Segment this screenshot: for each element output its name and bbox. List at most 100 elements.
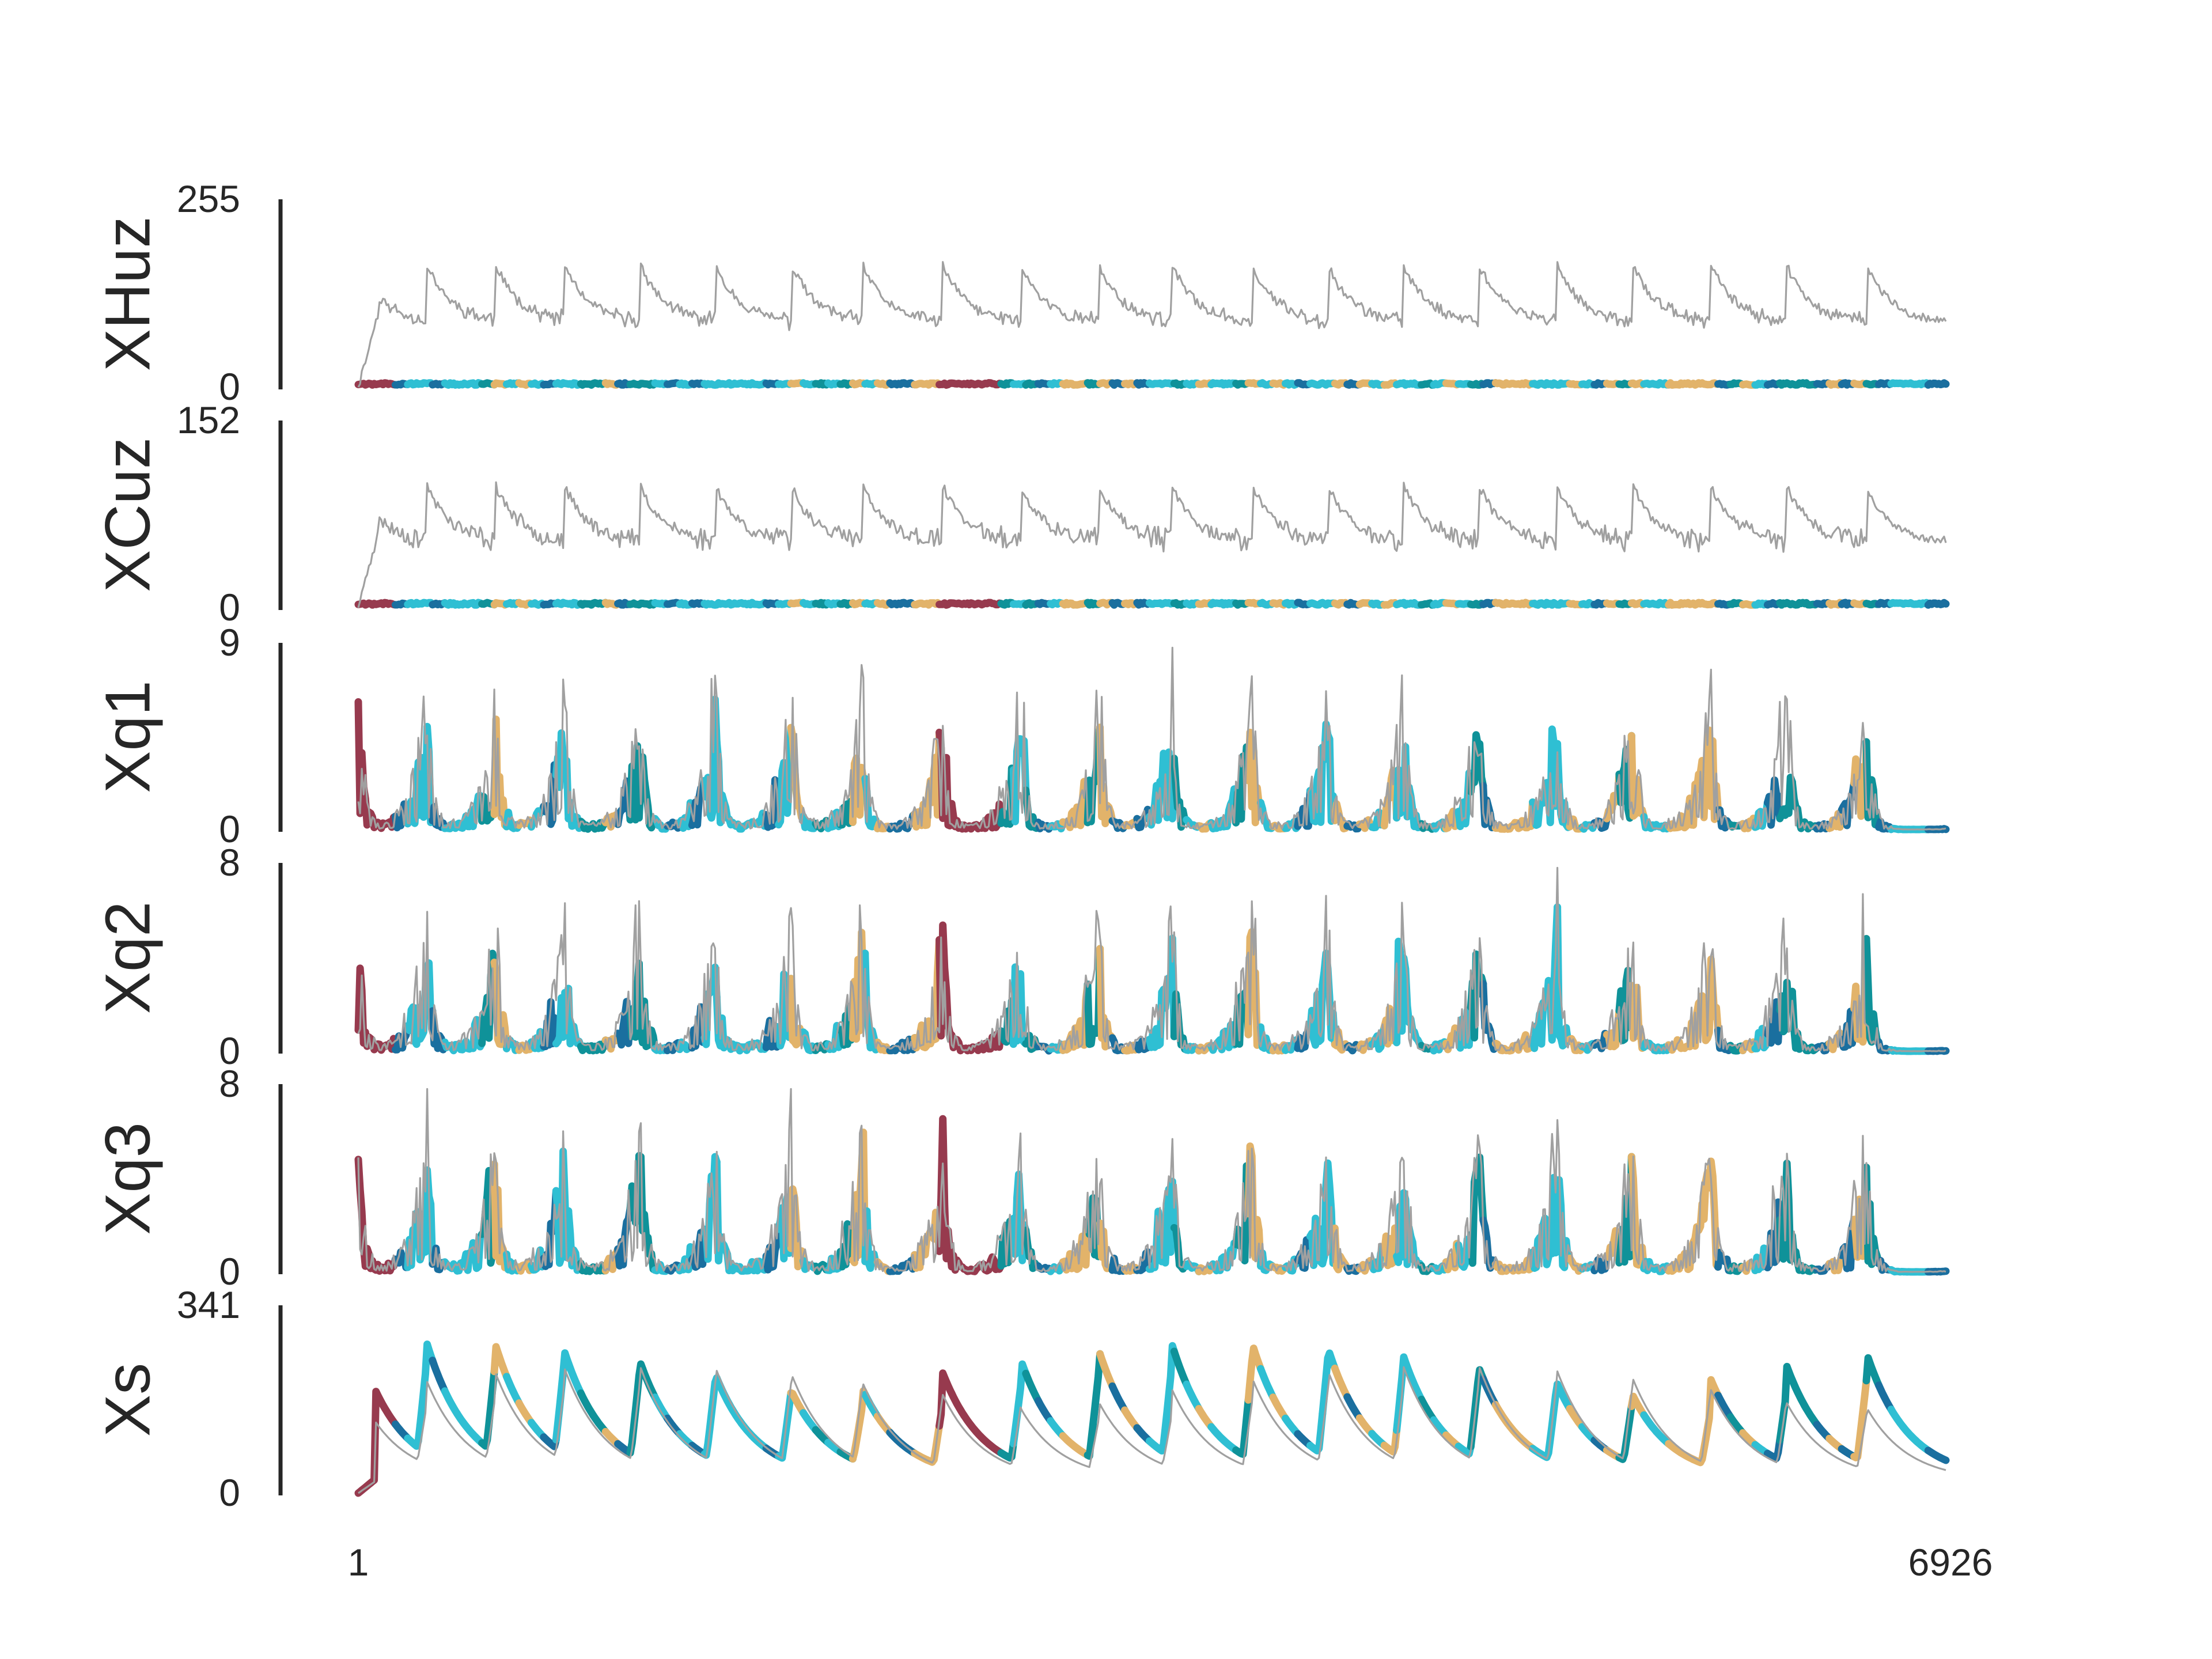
y-tick-label-min: 0 (219, 808, 240, 850)
state-trace-segment (1516, 798, 1537, 832)
observed-series-line (357, 261, 1947, 388)
state-trace-segment (1207, 1253, 1228, 1275)
state-trace-segment (861, 1391, 881, 1421)
state-trace-segment (1022, 1369, 1042, 1405)
state-trace-segment (1702, 1376, 1722, 1443)
x-tick-label-min: 1 (348, 1541, 369, 1584)
state-trace-segment (1763, 998, 1784, 1047)
state-trace-segment (948, 1389, 968, 1419)
state-trace-segment (416, 1340, 437, 1429)
state-trace-segment (478, 1368, 498, 1450)
state-trace-segment (367, 1388, 387, 1487)
state-trace-segment (1084, 1350, 1104, 1460)
state-trace-segment (1405, 1368, 1425, 1403)
state-trace-segment (972, 1039, 993, 1054)
state-trace-segment (787, 1389, 807, 1417)
state-trace-segment (1108, 1382, 1128, 1414)
state-trace-segment (1862, 1354, 1883, 1389)
state-trace-segment (836, 1220, 857, 1271)
state-trace-segment (713, 1158, 733, 1274)
state-trace-segment (1554, 1380, 1574, 1412)
state-trace-segment (1442, 1024, 1463, 1054)
state-trace-segment (354, 1156, 374, 1272)
panel-xq1: Xq1 9 0 (93, 621, 1950, 850)
observed-series-line (357, 1088, 1946, 1273)
state-trace-segment (1319, 1349, 1339, 1418)
state-trace-segment (1455, 1442, 1475, 1458)
state-trace-segment (1850, 1377, 1870, 1461)
state-trace-segment (540, 1433, 560, 1450)
panel-xhuz: XHuz 255 0 (93, 177, 1950, 408)
state-trace-segment (1232, 1396, 1252, 1458)
panel-label: XHuz (93, 217, 164, 372)
x-tick-label-max: 6926 (1908, 1541, 1993, 1584)
state-trace-segment (490, 1343, 510, 1381)
y-tick-label-min: 0 (219, 1471, 240, 1514)
state-trace-segment (1306, 1410, 1327, 1455)
state-trace-segment (1306, 981, 1327, 1049)
state-trace-segment (1183, 1380, 1203, 1412)
observed-series-line (358, 1366, 1946, 1494)
panel-label: Xq1 (93, 680, 164, 793)
panel-xq2: Xq2 8 0 (93, 841, 1950, 1072)
panel-label: Xs (93, 1363, 164, 1437)
state-trace-segment (1331, 1364, 1351, 1401)
state-trace-segment (1145, 988, 1166, 1051)
state-trace-segment (1380, 1224, 1401, 1270)
state-trace-segment (737, 1258, 758, 1275)
state-trace-segment (453, 1249, 474, 1275)
state-trace-segment (441, 1387, 461, 1418)
state-trace-segment (972, 813, 993, 832)
state-trace-segment (1393, 1189, 1413, 1268)
state-trace-segment (1763, 1198, 1784, 1271)
panel-label: Xq3 (93, 1122, 164, 1235)
state-trace-segment (1244, 1344, 1264, 1404)
state-trace-segment (800, 812, 820, 832)
y-tick-label-min: 0 (219, 1250, 240, 1293)
y-tick-label-min: 0 (219, 1029, 240, 1072)
panel-label: Xq2 (93, 902, 164, 1014)
state-trace-segment (429, 1357, 449, 1395)
observed-series-line (357, 866, 1946, 1052)
state-trace-segment (404, 1421, 424, 1450)
y-tick-label-min: 0 (219, 586, 240, 628)
state-trace-segment (1096, 724, 1116, 827)
state-trace-segment (1393, 937, 1413, 1047)
state-trace-segment (713, 1374, 733, 1408)
y-tick-label-max: 9 (219, 621, 240, 664)
state-trace-segment (1009, 1360, 1030, 1448)
y-tick-label-min: 0 (219, 365, 240, 408)
state-trace-segment (1380, 1426, 1401, 1456)
panel-xcuz: XCuz 152 0 (93, 399, 1950, 628)
y-tick-label-max: 255 (177, 177, 240, 220)
state-trace-segment (1937, 1454, 1950, 1464)
panel-xs: Xs 341 0 (93, 1283, 1950, 1514)
state-trace-segment (1158, 748, 1178, 823)
state-trace-segment (614, 998, 634, 1049)
state-trace-segment (762, 1225, 783, 1274)
state-trace-segment (577, 1389, 597, 1419)
state-trace-segment (984, 800, 1005, 832)
state-trace-segment (503, 1373, 523, 1407)
y-tick-label-max: 8 (219, 841, 240, 884)
state-trace-segment (1875, 1381, 1895, 1414)
observed-series-line (357, 481, 1947, 608)
state-trace-segment (1158, 1177, 1178, 1267)
y-tick-label-max: 152 (177, 399, 240, 441)
state-trace-segment (552, 1349, 573, 1444)
state-trace-segment (1133, 805, 1153, 832)
state-trace-segment (984, 1253, 1005, 1274)
state-trace-segment (1627, 1392, 1648, 1419)
panel-label: XCuz (93, 437, 164, 592)
state-trace-segment (639, 1210, 659, 1274)
state-trace-segment (639, 1365, 659, 1402)
state-trace-segment (565, 1359, 585, 1397)
panel-xq3: Xq3 8 0 (93, 1062, 1950, 1293)
state-trace-segment (997, 1440, 1017, 1462)
state-trace-segment (1937, 379, 1950, 388)
state-trace-segment (1257, 1365, 1277, 1402)
state-trace-segment (1170, 1347, 1191, 1388)
observed-series-line (357, 646, 1946, 831)
state-trace-segment (1627, 732, 1648, 821)
